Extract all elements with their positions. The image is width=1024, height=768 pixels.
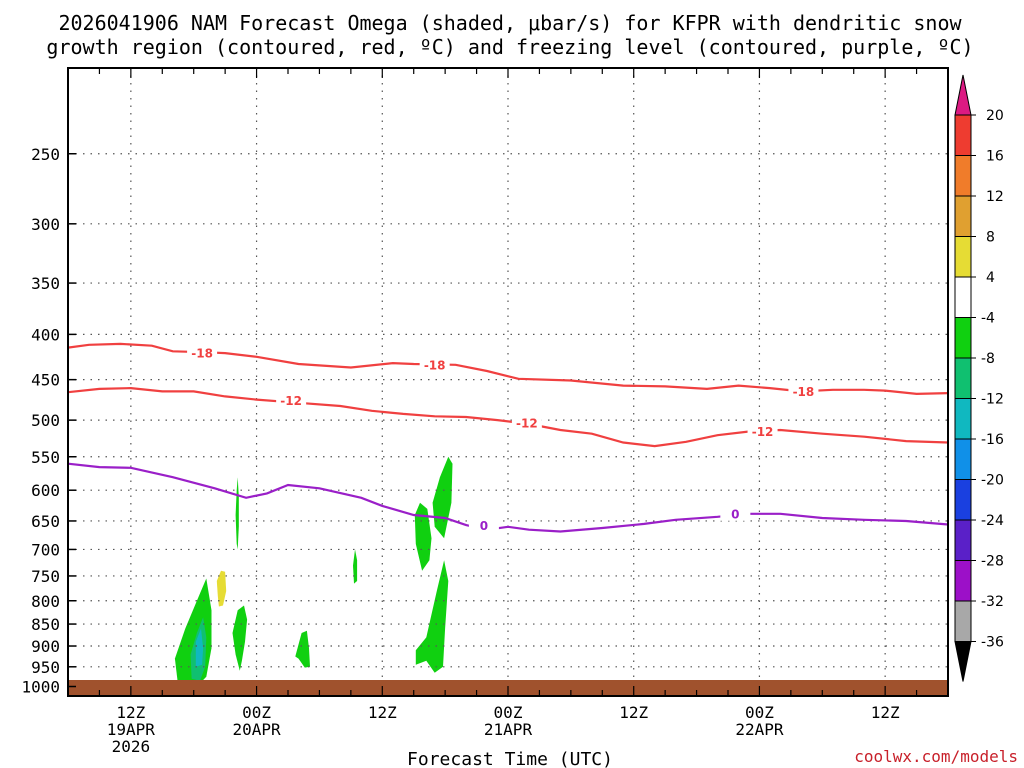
contour-0 [67, 342, 949, 396]
y-tick-label-400: 400 [31, 325, 60, 344]
contour-label-bg-1-1 [511, 416, 542, 431]
colorbar-arrow-bottom [954, 641, 972, 682]
colorbar-label-2: 12 [986, 189, 1004, 205]
y-tick-label-250: 250 [31, 145, 60, 164]
contour-label-1-2: -12 [752, 425, 774, 439]
colorbar-segment-8 [954, 398, 972, 440]
omega-region-2 [195, 628, 204, 667]
colorbar-segment-1 [954, 114, 972, 156]
contour-label-bg-0-0 [187, 346, 218, 361]
y-tick-label-700: 700 [31, 540, 60, 559]
y-tick-label-600: 600 [31, 481, 60, 500]
colorbar-label-11: -28 [981, 554, 1004, 570]
contour-label-bg-2-0 [468, 518, 499, 533]
colorbar-label-8: -16 [981, 432, 1004, 448]
x-tick-label-2-0: 12Z [368, 703, 397, 722]
x-tick-label-5-0: 00Z [745, 703, 774, 722]
x-tick-label-4-0: 12Z [619, 703, 648, 722]
colorbar-label-0: 20 [986, 108, 1004, 124]
colorbar-segment-13 [954, 600, 972, 642]
colorbar-segment-12 [954, 560, 972, 602]
y-tick-label-450: 450 [31, 371, 60, 390]
omega-region-8 [414, 502, 432, 571]
colorbar-label-1: 16 [986, 149, 1004, 165]
y-tick-label-800: 800 [31, 592, 60, 611]
y-tick-label-550: 550 [31, 448, 60, 467]
x-tick-label-5-1: 22APR [735, 720, 784, 739]
omega-region-6 [295, 630, 310, 668]
colorbar-label-10: -24 [981, 513, 1004, 529]
y-axis: 250 300 350 400 450 500 550 600 650 700 750 800 850 9… [21, 145, 76, 697]
colorbar: 20 16 12 8 4 -4 -8 -12 -16 -20 -24 -28 -32 -36 [954, 74, 1004, 682]
colorbar-segment-6 [954, 317, 972, 359]
omega-region-10 [415, 560, 449, 673]
x-tick-label-3-0: 00Z [494, 703, 523, 722]
colorbar-label-4: 4 [986, 270, 995, 286]
colorbar-label-7: -12 [981, 392, 1004, 408]
contour-label-0-1: -18 [424, 358, 446, 372]
y-tick-label-850: 850 [31, 615, 60, 634]
colorbar-segment-5 [954, 276, 972, 318]
y-tick-label-300: 300 [31, 215, 60, 234]
y-tick-label-950: 950 [31, 658, 60, 677]
plot-background [68, 68, 948, 696]
colorbar-label-3: 8 [986, 230, 995, 246]
y-tick-label-650: 650 [31, 512, 60, 531]
colorbar-segment-3 [954, 195, 972, 237]
colorbar-segment-7 [954, 357, 972, 399]
colorbar-label-9: -20 [981, 473, 1004, 489]
y-tick-label-1000: 1000 [21, 678, 60, 697]
colorbar-label-12: -32 [981, 594, 1004, 610]
colorbar-segment-4 [954, 236, 972, 278]
contour-label-bg-1-0 [276, 393, 307, 408]
y-tick-label-500: 500 [31, 411, 60, 430]
contour-label-2-0: 0 [480, 519, 488, 533]
x-tick-label-1-0: 00Z [242, 703, 271, 722]
contour-label-0-0: -18 [191, 347, 213, 361]
colorbar-segment-2 [954, 155, 972, 197]
colorbar-segment-11 [954, 519, 972, 561]
contour-label-0-2: -18 [793, 385, 815, 399]
omega-region-7 [353, 549, 358, 584]
colorbar-segment-10 [954, 479, 972, 521]
contour-label-bg-0-2 [788, 384, 819, 399]
contour-label-2-1: 0 [731, 507, 739, 521]
colorbar-label-6: -8 [981, 351, 995, 367]
omega-region-3 [216, 570, 227, 607]
x-tick-label-1-1: 20APR [232, 720, 281, 739]
y-tick-label-900: 900 [31, 637, 60, 656]
omega-region-4 [232, 605, 248, 671]
x-tick-label-0-1: 19APR [107, 720, 156, 739]
contour-layer: -18 -18 -18 -12 -12 -12 0 0 [67, 342, 949, 533]
colorbar-label-13: -36 [981, 635, 1004, 651]
colorbar-label-5: -4 [981, 311, 995, 327]
credit-text: coolwx.com/models [854, 747, 1018, 766]
y-tick-label-350: 350 [31, 274, 60, 293]
x-axis-label: Forecast Time (UTC) [407, 749, 613, 768]
contour-label-1-1: -12 [516, 417, 538, 431]
y-tick-label-750: 750 [31, 567, 60, 586]
contour-label-bg-1-2 [747, 424, 778, 439]
chart-title-line2: growth region (contoured, red, ºC) and f… [46, 35, 973, 59]
x-tick-label-3-1: 21APR [484, 720, 533, 739]
contour-label-bg-0-1 [419, 357, 450, 372]
x-tick-label-0-0: 12Z [116, 703, 145, 722]
plot-area: -18 -18 -18 -12 -12 -12 0 0 [67, 67, 949, 697]
colorbar-segment-9 [954, 438, 972, 480]
contour-label-bg-2-1 [720, 506, 751, 521]
contour-label-1-0: -12 [280, 394, 302, 408]
x-tick-label-0-2: 2026 [112, 737, 151, 756]
x-tick-label-6-0: 12Z [871, 703, 900, 722]
chart-title-line1: 2026041906 NAM Forecast Omega (shaded, μ… [58, 11, 962, 35]
colorbar-arrow-top [954, 74, 972, 116]
